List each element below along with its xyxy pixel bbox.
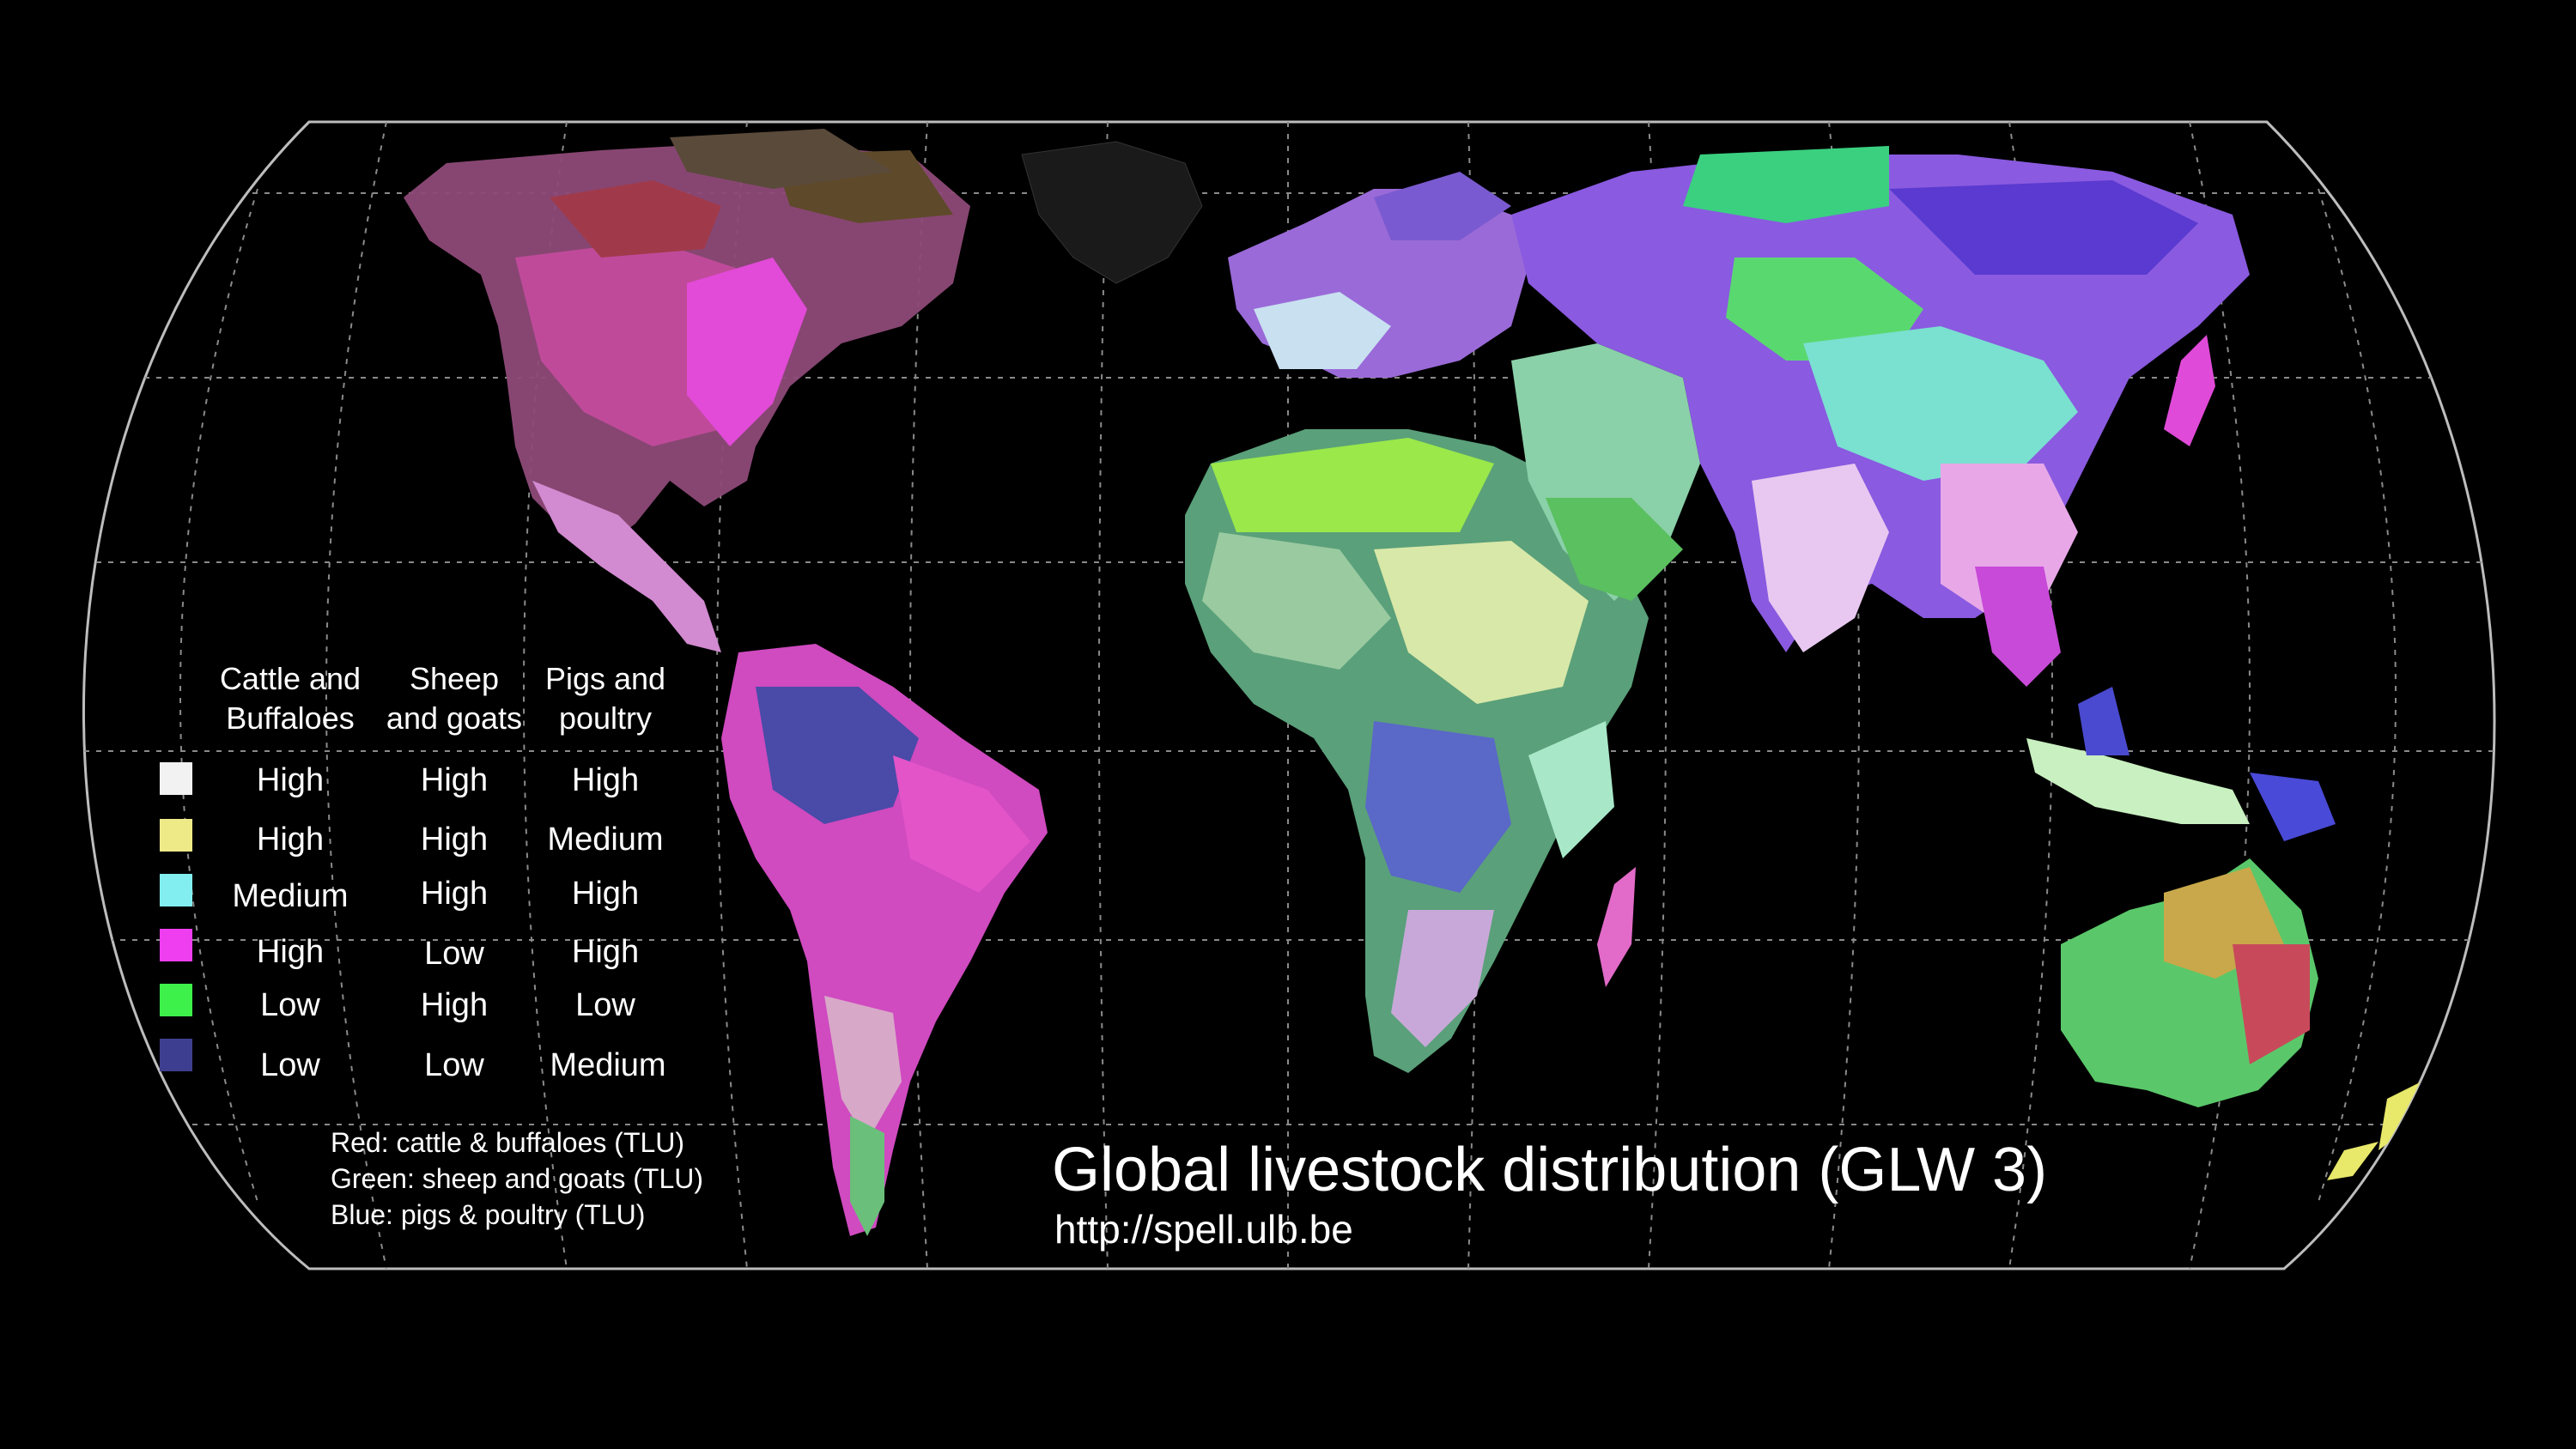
legend-swatch-magenta: [160, 929, 192, 961]
legend-cell: High: [571, 934, 640, 970]
legend-swatch-green: [160, 984, 192, 1016]
legend-cell: Medium: [547, 822, 664, 858]
legend-cell: Medium: [550, 1047, 666, 1083]
legend-header-pigs: Pigs and poultry: [544, 661, 666, 736]
legend-cell: High: [420, 876, 489, 912]
legend-cell: High: [256, 762, 325, 798]
legend-header-cattle: Cattle and Buffaloes: [219, 661, 361, 736]
note-red: Red: cattle & buffaloes (TLU): [331, 1127, 685, 1158]
legend-cell: High: [256, 934, 325, 970]
legend-cell: Medium: [232, 878, 349, 914]
legend-cell: Low: [260, 1047, 320, 1083]
legend-swatch-blue: [160, 1039, 192, 1071]
legend-cell: High: [420, 822, 489, 858]
legend-swatch-cyan: [160, 874, 192, 906]
legend-cell: High: [256, 822, 325, 858]
japan-landmass: [2164, 335, 2215, 446]
greenland-landmass: [1021, 141, 1203, 284]
land-masses: [404, 129, 2421, 1236]
madagascar-landmass: [1597, 867, 1636, 987]
legend-cell: High: [571, 876, 640, 912]
legend-cell: Low: [424, 936, 484, 972]
legend-cell: High: [420, 987, 489, 1023]
channel-notes: Red: cattle & buffaloes (TLU) Green: she…: [331, 1125, 703, 1233]
legend-swatch-yellow: [160, 819, 192, 852]
map-title: Global livestock distribution (GLW 3): [1052, 1136, 2048, 1204]
legend-cell: High: [420, 762, 489, 798]
legend: Cattle and Buffaloes Sheep and goats Pigs …: [0, 0, 773, 1288]
note-green: Green: sheep and goats (TLU): [331, 1163, 704, 1194]
legend-cell: Low: [424, 1047, 484, 1083]
legend-header-sheep: Sheep and goats: [386, 661, 523, 736]
note-blue: Blue: pigs & poultry (TLU): [331, 1199, 646, 1230]
legend-cell: Low: [575, 987, 635, 1023]
legend-swatch-white: [160, 762, 192, 795]
legend-cell: Low: [260, 987, 320, 1023]
source-url: http://spell.ulb.be: [1054, 1207, 1353, 1252]
legend-cell: High: [571, 762, 640, 798]
